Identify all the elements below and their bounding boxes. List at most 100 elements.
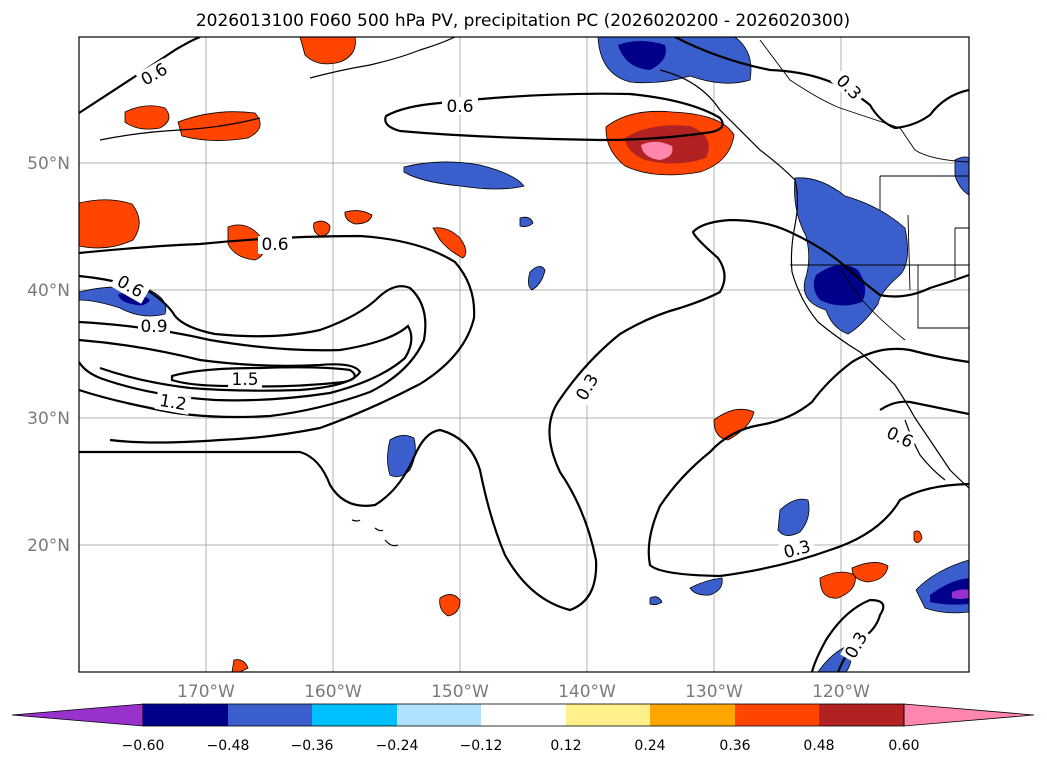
colorbar-tick-label: 0.12 bbox=[550, 738, 581, 754]
precip-negative-blob bbox=[528, 266, 546, 291]
precip-positive-blob bbox=[124, 105, 170, 130]
colorbar-segment bbox=[566, 704, 650, 726]
precip-negative-blob bbox=[689, 577, 723, 596]
coastline-baja bbox=[904, 419, 946, 481]
colorbar-segment bbox=[819, 704, 904, 726]
lon-label-120w: 120°W bbox=[812, 682, 870, 702]
colorbar-tick-label: −0.12 bbox=[460, 738, 503, 754]
map-background bbox=[79, 37, 969, 672]
pv-label: 1.2 bbox=[158, 391, 188, 415]
precip-negative-core bbox=[813, 265, 866, 306]
map-panel: 0.6 0.6 0.6 0.6 0.9 1.5 1.2 0.3 0.3 0.3 bbox=[27, 36, 970, 702]
pv-contour bbox=[674, 37, 969, 130]
pv-contour bbox=[79, 338, 362, 392]
label-halo bbox=[830, 68, 868, 106]
lon-label-140w: 140°W bbox=[558, 682, 616, 702]
precip-positive-blob bbox=[344, 210, 373, 225]
colorbar-segment bbox=[143, 704, 228, 726]
colorbar-segment bbox=[650, 704, 735, 726]
precip-negative-peak bbox=[952, 589, 969, 599]
pv-contour bbox=[170, 366, 356, 388]
pv-contours bbox=[79, 37, 969, 672]
lat-label-30n: 30°N bbox=[27, 409, 70, 429]
pv-label: 1.5 bbox=[231, 370, 258, 390]
colorbar: −0.60 −0.48 −0.36 −0.24 −0.12 0.12 0.24 … bbox=[11, 703, 1035, 754]
colorbar-tick-label: 0.60 bbox=[888, 738, 919, 754]
pv-contour bbox=[79, 218, 969, 612]
precip-positive-blob bbox=[299, 37, 356, 65]
precip-positive-peak bbox=[641, 141, 673, 160]
pv-label: 0.6 bbox=[261, 235, 288, 255]
map-frame bbox=[78, 36, 970, 673]
precip-negative-core bbox=[618, 41, 666, 70]
label-halo bbox=[442, 97, 478, 115]
colorbar-extend-min bbox=[11, 703, 144, 727]
canada-border bbox=[759, 39, 969, 163]
pv-contour bbox=[647, 347, 969, 578]
colorbar-frame bbox=[142, 703, 905, 727]
coastlines bbox=[99, 37, 969, 547]
pv-contour bbox=[79, 320, 413, 402]
lon-label-160w: 160°W bbox=[304, 682, 362, 702]
precip-negative-blob bbox=[403, 161, 525, 190]
colorbar-tick-label: −0.24 bbox=[376, 738, 419, 754]
precip-positive-blob bbox=[851, 562, 889, 583]
pv-contour bbox=[384, 92, 724, 142]
pv-contour bbox=[879, 400, 969, 416]
colorbar-tick-label: −0.60 bbox=[122, 738, 165, 754]
pv-label: 0.9 bbox=[140, 317, 167, 337]
colorbar-segment bbox=[312, 704, 397, 726]
label-halo bbox=[135, 58, 173, 90]
precip-positive-blob bbox=[819, 571, 856, 599]
label-halo bbox=[840, 626, 872, 664]
colorbar-segment bbox=[481, 704, 566, 726]
longitude-labels: 170°W 160°W 150°W 140°W 130°W 120°W bbox=[177, 682, 870, 702]
colorbar-tick-label: −0.36 bbox=[291, 738, 334, 754]
precip-negative-blob bbox=[519, 216, 534, 227]
precip-positive-blob bbox=[913, 530, 923, 543]
pv-label: 0.6 bbox=[446, 97, 473, 117]
precip-negative-blob bbox=[649, 596, 663, 606]
lat-label-20n: 20°N bbox=[27, 536, 70, 556]
colorbar-ticks: −0.60 −0.48 −0.36 −0.24 −0.12 0.12 0.24 … bbox=[122, 738, 920, 754]
colorbar-segment bbox=[735, 704, 819, 726]
precip-positive-blob bbox=[231, 659, 249, 672]
label-halo bbox=[138, 318, 170, 336]
precip-positive-blob bbox=[313, 220, 331, 237]
colorbar-segment bbox=[228, 704, 312, 726]
figure-title: 2026013100 F060 500 hPa PV, precipitatio… bbox=[196, 11, 850, 31]
lon-label-150w: 150°W bbox=[431, 682, 489, 702]
coastline-aleutians bbox=[99, 117, 261, 141]
coastline-north-america bbox=[659, 69, 969, 489]
colorbar-tick-label: 0.48 bbox=[803, 738, 834, 754]
precip-positive-blob bbox=[432, 227, 467, 259]
colorbar-tick-label: 0.24 bbox=[634, 738, 665, 754]
pv-contour bbox=[79, 234, 476, 444]
precip-negative-blob bbox=[777, 498, 810, 536]
state-borders bbox=[790, 175, 969, 341]
precip-positive-blob bbox=[439, 594, 461, 617]
precip-positive-blob bbox=[713, 408, 755, 441]
lon-label-130w: 130°W bbox=[685, 682, 743, 702]
label-halo bbox=[154, 391, 192, 415]
colorbar-extend-max bbox=[903, 703, 1035, 727]
colorbar-tick-label: 0.36 bbox=[719, 738, 750, 754]
label-halo bbox=[228, 370, 262, 388]
precip-positive-blob bbox=[79, 199, 140, 249]
lat-label-40n: 40°N bbox=[27, 281, 70, 301]
lat-label-50n: 50°N bbox=[27, 154, 70, 174]
coastline-alaska bbox=[309, 37, 456, 79]
lon-label-170w: 170°W bbox=[177, 682, 235, 702]
label-halo bbox=[881, 422, 919, 452]
label-halo bbox=[778, 535, 816, 563]
colorbar-segment bbox=[397, 704, 481, 726]
label-halo bbox=[570, 367, 604, 407]
label-halo bbox=[258, 236, 292, 254]
latitude-labels: 50°N 40°N 30°N 20°N bbox=[27, 154, 70, 556]
colorbar-tick-label: −0.48 bbox=[207, 738, 250, 754]
pv-contour bbox=[79, 274, 427, 419]
colorbar-segments bbox=[11, 703, 1035, 727]
label-halo bbox=[109, 270, 151, 304]
coastline-hawaii bbox=[351, 519, 399, 547]
